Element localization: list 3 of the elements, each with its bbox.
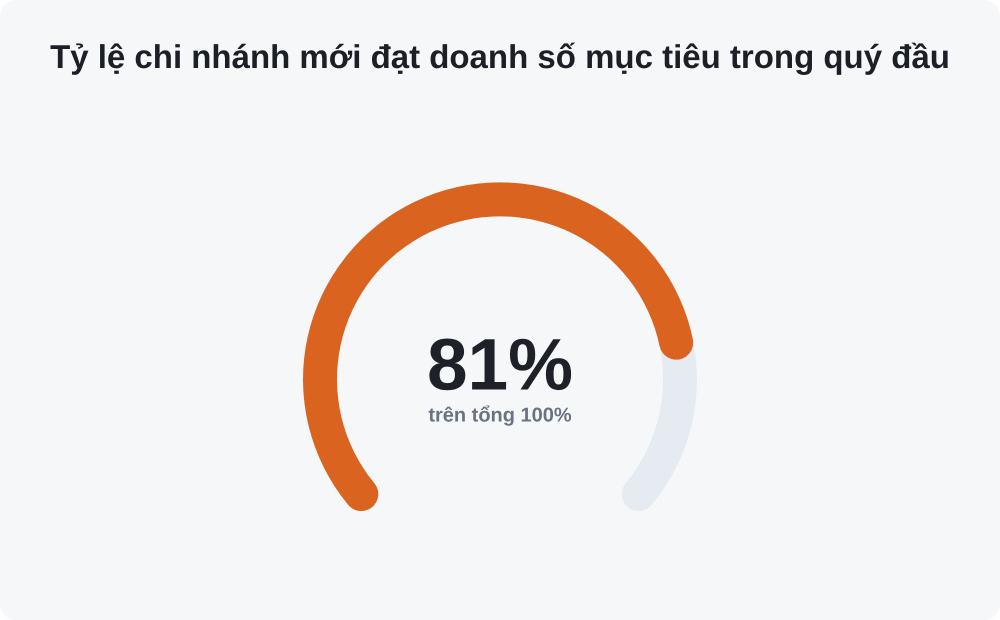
text: trên tổng 100% [428, 404, 572, 426]
data-label: 81% [426, 324, 574, 406]
chart-title: Tỷ lệ chi nhánh mới đạt doanh số mục tiêu trong quý đầu [49, 37, 951, 77]
